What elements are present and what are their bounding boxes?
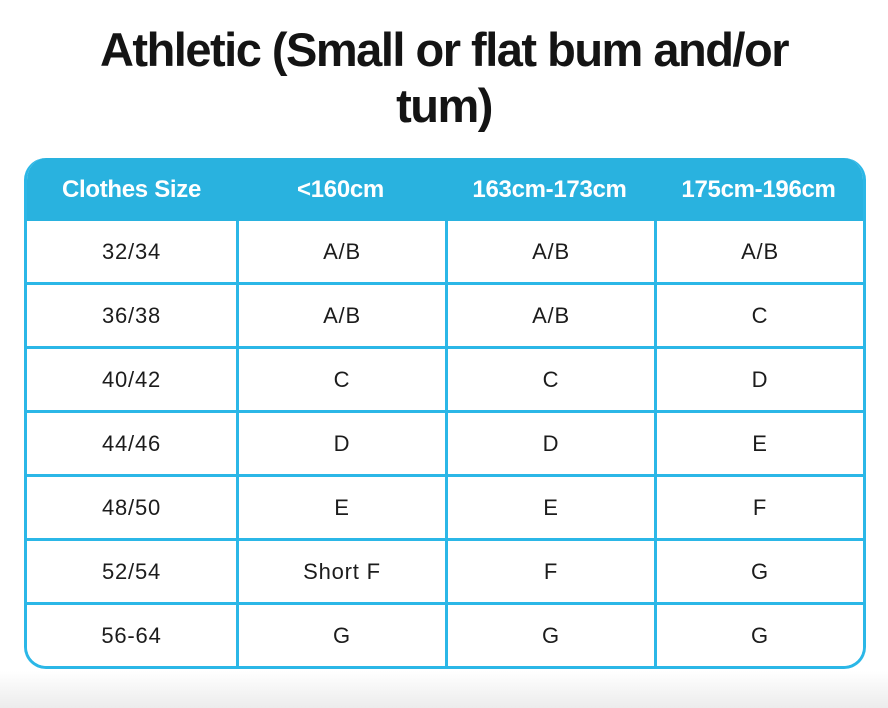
cup-size-cell: E: [654, 413, 863, 474]
column-header-clothes-size: Clothes Size: [61, 175, 202, 203]
cup-size-cell: D: [654, 349, 863, 410]
clothes-size-cell: 48/50: [101, 494, 162, 520]
cup-size-cell: G: [654, 541, 863, 602]
clothes-size-cell: 44/46: [101, 430, 162, 456]
bottom-gradient: [0, 671, 888, 708]
table-row: 56-64 G G G: [27, 602, 863, 666]
table-row: 32/34 A/B A/B A/B: [27, 221, 863, 282]
page-title: Athletic (Small or flat bum and/or tum): [0, 0, 888, 134]
table-row: 44/46 D D E: [27, 410, 863, 474]
cup-size-cell: A/B: [236, 221, 445, 282]
table-row: 48/50 E E F: [27, 474, 863, 538]
table-row: 36/38 A/B A/B C: [27, 282, 863, 346]
cup-size-cell: G: [654, 605, 863, 666]
clothes-size-cell: 56-64: [101, 622, 162, 648]
cup-size-cell: A/B: [445, 221, 654, 282]
table-row: 40/42 C C D: [27, 346, 863, 410]
size-chart-table: Clothes Size <160cm 163cm-173cm 175cm-19…: [24, 158, 866, 669]
column-header-height-under-160: <160cm: [297, 175, 384, 203]
cup-size-cell: C: [654, 285, 863, 346]
cup-size-cell: C: [236, 349, 445, 410]
cup-size-cell: E: [445, 477, 654, 538]
cup-size-cell: D: [236, 413, 445, 474]
cup-size-cell: G: [236, 605, 445, 666]
clothes-size-cell: 40/42: [101, 366, 162, 392]
table-header-row: Clothes Size <160cm 163cm-173cm 175cm-19…: [27, 158, 863, 221]
clothes-size-cell: 36/38: [101, 302, 162, 328]
column-header-height-175-196: 175cm-196cm: [681, 175, 836, 203]
cup-size-cell: A/B: [236, 285, 445, 346]
cup-size-cell: A/B: [654, 221, 863, 282]
page-title-line-2: tum): [396, 79, 493, 132]
cup-size-cell: F: [445, 541, 654, 602]
clothes-size-cell: 32/34: [101, 238, 162, 264]
cup-size-cell: C: [445, 349, 654, 410]
cup-size-cell: Short F: [236, 541, 445, 602]
clothes-size-cell: 52/54: [101, 558, 162, 584]
cup-size-cell: D: [445, 413, 654, 474]
column-header-height-163-173: 163cm-173cm: [472, 175, 627, 203]
cup-size-cell: E: [236, 477, 445, 538]
cup-size-cell: G: [445, 605, 654, 666]
table-body: 32/34 A/B A/B A/B 36/38 A/B A/B C 40/42 C C D 44/46 D…: [27, 221, 863, 666]
page-title-line-1: Athletic (Small or flat bum and/or: [99, 23, 790, 76]
cup-size-cell: A/B: [445, 285, 654, 346]
cup-size-cell: F: [654, 477, 863, 538]
